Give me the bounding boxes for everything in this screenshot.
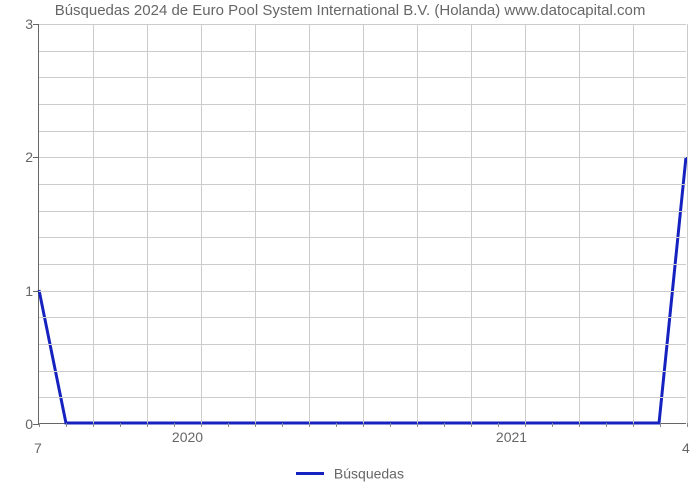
legend-label: Búsquedas [334,465,404,481]
x-minor-tick [147,423,148,427]
gridline-vertical [417,24,418,423]
x-minor-tick [282,423,283,427]
x-minor-tick [579,423,580,427]
x-minor-tick [633,423,634,427]
gridline-vertical [363,24,364,423]
gridline-vertical [633,24,634,423]
corner-label-left: 7 [34,440,42,456]
x-minor-tick [120,423,121,427]
chart-title: Búsquedas 2024 de Euro Pool System Inter… [0,2,700,19]
gridline-vertical [93,24,94,423]
x-minor-tick [255,423,256,427]
gridline-vertical [579,24,580,423]
x-minor-tick [687,423,688,427]
x-minor-tick [336,423,337,427]
x-minor-tick [93,423,94,427]
x-tick-label: 2021 [496,423,527,445]
x-minor-tick [660,423,661,427]
gridline-vertical [687,24,688,423]
chart-container: Búsquedas 2024 de Euro Pool System Inter… [0,0,700,500]
x-minor-tick [552,423,553,427]
x-minor-tick [228,423,229,427]
gridline-vertical [525,24,526,423]
x-minor-tick [66,423,67,427]
x-minor-tick [363,423,364,427]
plot-area: 012320202021 [38,24,686,424]
gridline-vertical [201,24,202,423]
x-minor-tick [606,423,607,427]
gridline-vertical [309,24,310,423]
legend-swatch [296,472,324,475]
x-tick-label: 2020 [172,423,203,445]
gridline-vertical [471,24,472,423]
legend: Búsquedas [0,464,700,481]
x-minor-tick [417,423,418,427]
x-minor-tick [39,423,40,427]
corner-label-right: 4 [682,440,690,456]
y-tick-label: 0 [25,416,39,432]
y-tick-label: 3 [25,16,39,32]
x-minor-tick [471,423,472,427]
y-tick-label: 2 [25,149,39,165]
gridline-vertical [147,24,148,423]
x-minor-tick [444,423,445,427]
x-minor-tick [309,423,310,427]
x-minor-tick [390,423,391,427]
gridline-vertical [255,24,256,423]
y-tick-label: 1 [25,283,39,299]
